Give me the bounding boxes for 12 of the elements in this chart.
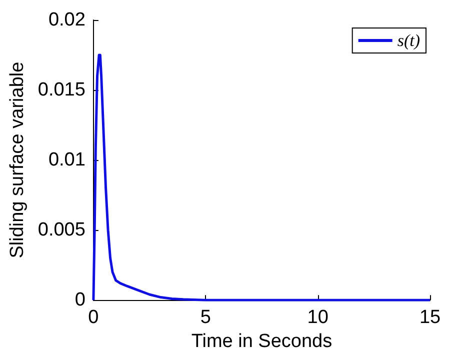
legend-label: s(t) xyxy=(397,31,420,50)
x-tick-label: 10 xyxy=(307,307,328,328)
x-tick-label: 0 xyxy=(88,307,99,328)
x-axis-title: Time in Seconds xyxy=(191,331,332,352)
y-axis-title: Sliding surface variable xyxy=(7,62,28,258)
x-tick-label: 5 xyxy=(200,307,211,328)
y-tick-label: 0 xyxy=(74,290,86,311)
x-tick-label: 15 xyxy=(419,307,441,328)
y-tick-label: 0.015 xyxy=(38,80,86,101)
y-tick-label: 0.01 xyxy=(48,150,86,171)
y-tick-label: 0.02 xyxy=(48,10,86,30)
y-tick-label: 0.005 xyxy=(38,220,86,241)
